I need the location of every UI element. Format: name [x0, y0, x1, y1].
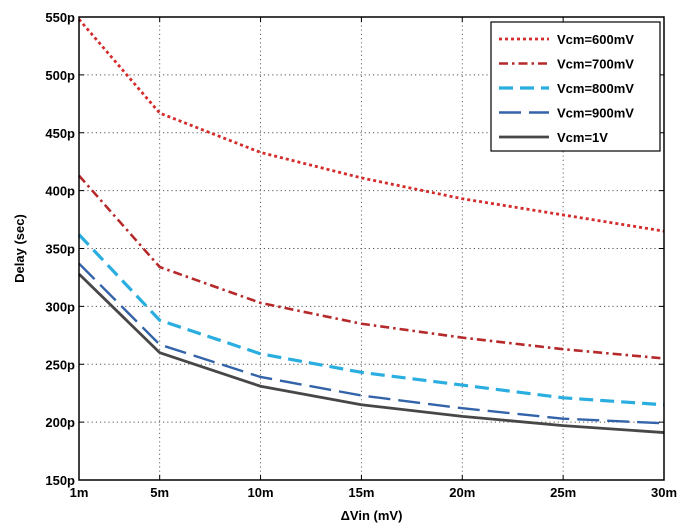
- y-tick-label: 500p: [45, 68, 75, 83]
- legend-label: Vcm=600mV: [557, 32, 634, 47]
- x-tick-label: 10m: [248, 485, 274, 500]
- y-tick-label: 400p: [45, 184, 75, 199]
- series-line: [79, 235, 664, 405]
- x-tick-label: 15m: [348, 485, 374, 500]
- y-tick-label: 200p: [45, 415, 75, 430]
- y-tick-label: 450p: [45, 126, 75, 141]
- legend-label: Vcm=900mV: [557, 106, 634, 121]
- series-line: [79, 274, 664, 433]
- series-line: [79, 264, 664, 424]
- series-line: [79, 176, 664, 359]
- legend-label: Vcm=1V: [557, 130, 608, 145]
- x-tick-label: 20m: [449, 485, 475, 500]
- x-axis-label: ΔVin (mV): [341, 508, 403, 523]
- y-tick-label: 300p: [45, 299, 75, 314]
- y-tick-label: 150p: [45, 473, 75, 488]
- x-tick-label: 30m: [651, 485, 677, 500]
- y-tick-label: 250p: [45, 357, 75, 372]
- x-tick-label: 25m: [550, 485, 576, 500]
- legend: Vcm=600mV Vcm=700mV Vcm=800mV Vcm=900mV Vcm=…: [491, 22, 660, 151]
- y-tick-label: 550p: [45, 10, 75, 25]
- x-tick-label: 5m: [150, 485, 169, 500]
- legend-label: Vcm=700mV: [557, 57, 634, 72]
- legend-label: Vcm=800mV: [557, 81, 634, 96]
- y-axis-label: Delay (sec): [12, 214, 27, 283]
- y-tick-label: 350p: [45, 242, 75, 257]
